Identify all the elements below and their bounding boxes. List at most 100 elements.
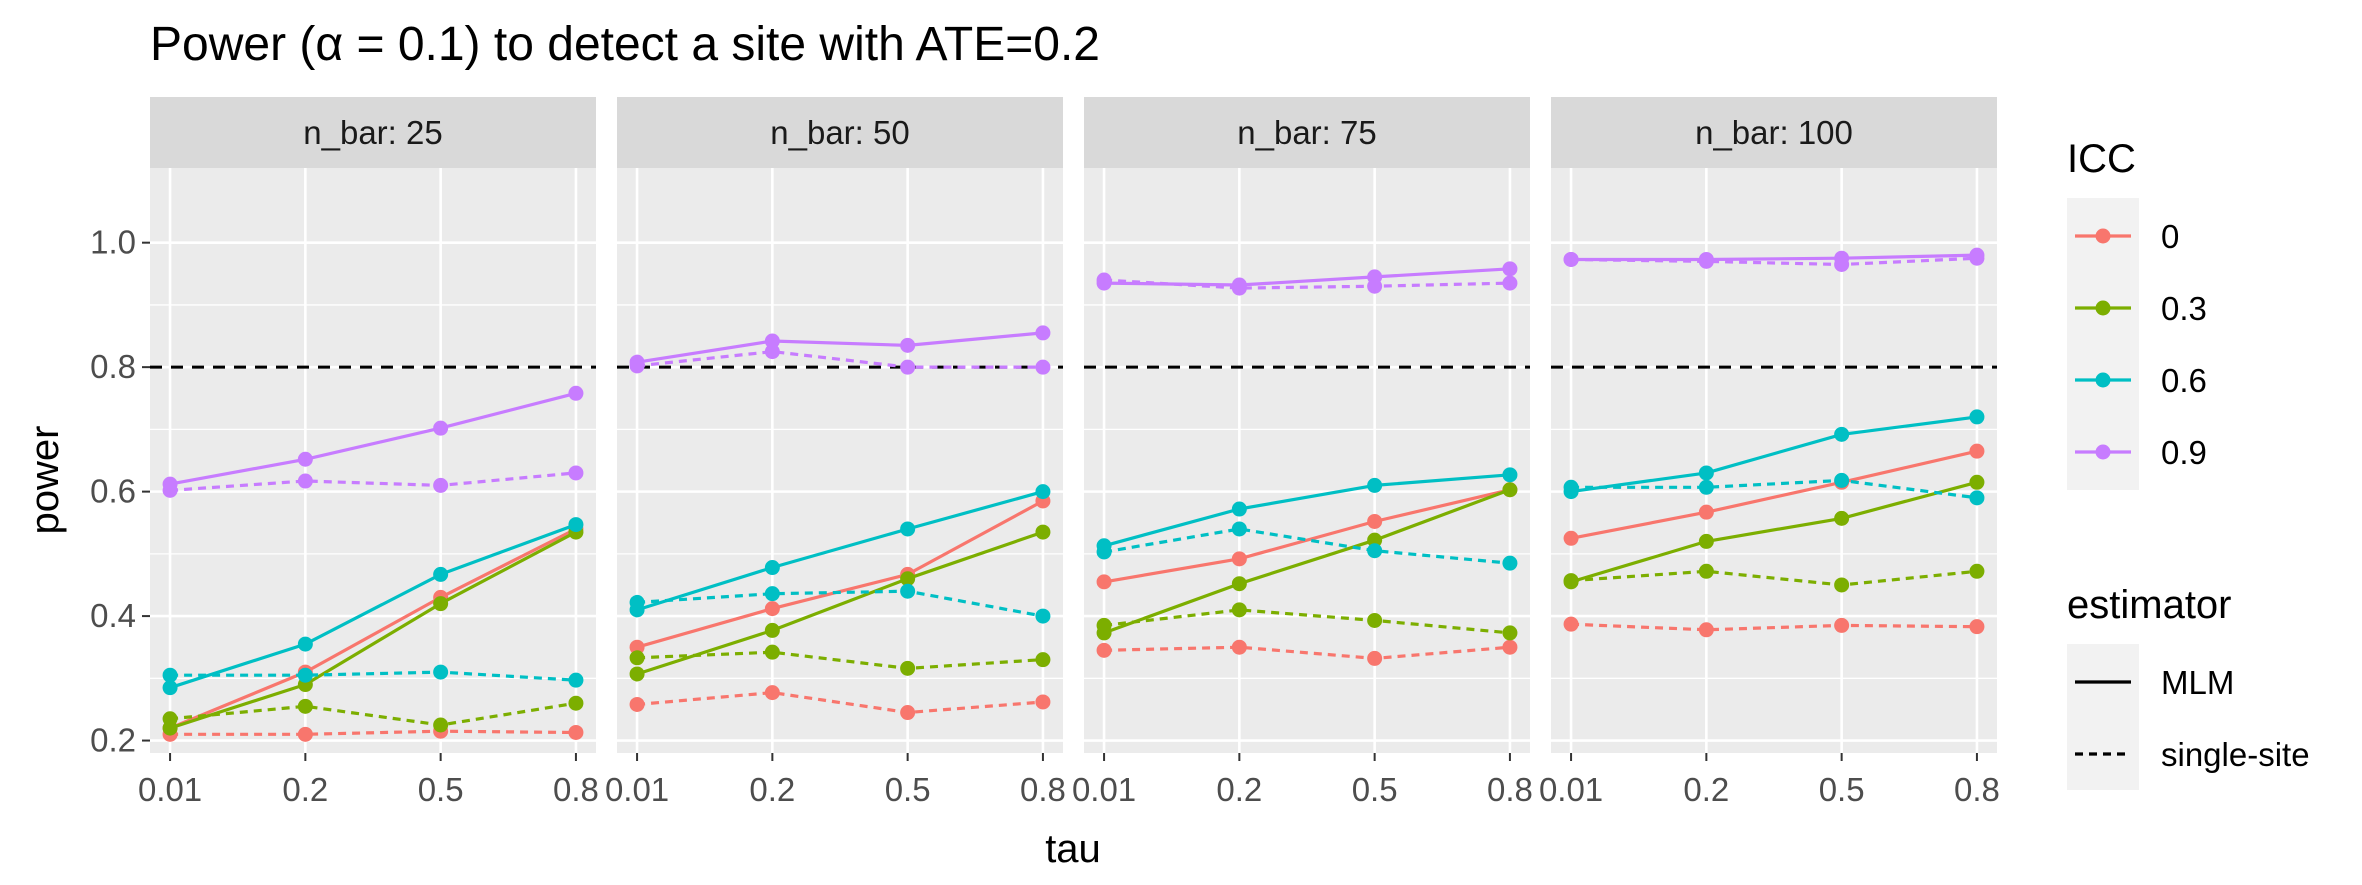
x-tick-label: 0.5 [885, 771, 931, 808]
chart-title: Power (α = 0.1) to detect a site with AT… [150, 18, 1100, 71]
data-point [764, 560, 780, 576]
facet-strip [1084, 97, 1530, 168]
data-point [629, 639, 645, 655]
series-line [1103, 488, 1511, 584]
series-line [1103, 608, 1511, 635]
data-point [1834, 472, 1850, 488]
legend-key-point [2095, 228, 2111, 244]
data-point [900, 583, 916, 599]
series-line [636, 350, 1043, 369]
data-point [1969, 443, 1985, 459]
data-point [1834, 426, 1850, 442]
data-point [764, 333, 780, 349]
series-line [1570, 480, 1978, 584]
legend-key-background [2067, 644, 2139, 790]
data-point [568, 672, 584, 688]
x-tick-label: 0.01 [605, 771, 669, 808]
x-tick-label: 0.2 [1216, 771, 1262, 808]
data-point [1969, 619, 1985, 635]
series-line [1104, 267, 1510, 287]
data-point [1698, 622, 1714, 638]
data-point [433, 566, 449, 582]
series-line [169, 701, 577, 727]
x-tick-label: 0.8 [1487, 771, 1533, 808]
facet-strip-label: n_bar: 50 [770, 114, 909, 151]
facet-strip [617, 97, 1063, 168]
facet-panel: n_bar: 250.01 0.2 0.5 0.80.20.40.60.81.0 [90, 97, 599, 808]
series-line [1570, 569, 1978, 587]
data-point [1231, 501, 1247, 517]
facet-panel: n_bar: 75 0.01 0.2 0.5 0.8 [1072, 97, 1533, 808]
data-point [629, 358, 645, 374]
series-line [169, 471, 577, 492]
data-point [900, 660, 916, 676]
data-point [764, 586, 780, 602]
series-line [1571, 253, 1977, 262]
data-point [900, 337, 916, 353]
data-point [1969, 409, 1985, 425]
x-tick-label: 0.8 [1020, 771, 1066, 808]
data-point [568, 465, 584, 481]
x-tick-label: 0.2 [749, 771, 795, 808]
data-point [568, 517, 584, 533]
data-point [764, 344, 780, 360]
y-tick-label: 0.2 [90, 722, 136, 759]
x-tick-label: 0.2 [282, 771, 328, 808]
data-point [297, 636, 313, 652]
data-point [1502, 275, 1518, 291]
data-point [433, 420, 449, 436]
data-point [1231, 280, 1247, 296]
x-tick-label: 0.01 [138, 771, 202, 808]
facet-panels: n_bar: 250.01 0.2 0.5 0.80.20.40.60.81.0n_b… [90, 97, 2000, 808]
data-point [1231, 602, 1247, 618]
data-point [297, 667, 313, 683]
data-point [629, 650, 645, 666]
data-point [1502, 261, 1518, 277]
legend-label: 0 [2161, 218, 2179, 255]
series-line [636, 331, 1044, 364]
data-point [162, 667, 178, 683]
legend-key-point [2095, 300, 2111, 316]
data-point [1698, 563, 1714, 579]
facet-strip-label: n_bar: 75 [1237, 114, 1376, 151]
series-line [1104, 645, 1511, 661]
panel-background [1084, 168, 1530, 753]
data-point [1502, 639, 1518, 655]
data-point [1969, 490, 1985, 506]
series-line [636, 589, 1044, 618]
data-point [1367, 278, 1383, 294]
data-point [1096, 574, 1112, 590]
legend-title-estimator: estimator [2067, 583, 2232, 627]
series-line [170, 670, 576, 682]
data-point [1563, 530, 1579, 546]
facet-strip [1551, 97, 1997, 168]
data-point [1834, 577, 1850, 593]
data-point [1969, 250, 1985, 266]
data-point [1035, 484, 1051, 500]
data-point [1834, 510, 1850, 526]
series-line [1103, 473, 1511, 548]
y-tick-label: 0.4 [90, 597, 136, 634]
series-line [1104, 278, 1510, 290]
facet-panel: n_bar: 50 0.01 0.2 0.5 0.8 [605, 97, 1066, 808]
x-tick-label: 0.5 [418, 771, 464, 808]
data-point [1231, 576, 1247, 592]
y-tick-label: 0.6 [90, 473, 136, 510]
panel-background [617, 168, 1063, 753]
x-tick-label: 0.01 [1072, 771, 1136, 808]
series-line [169, 523, 577, 690]
series-line [637, 650, 1044, 671]
y-tick-label: 1.0 [90, 224, 136, 261]
data-point [1231, 639, 1247, 655]
data-point [1698, 253, 1714, 269]
data-point [900, 571, 916, 587]
series-line [636, 530, 1044, 676]
data-point [629, 594, 645, 610]
data-point [1698, 533, 1714, 549]
data-point [1035, 524, 1051, 540]
legend-label: 0.6 [2161, 362, 2207, 399]
data-point [1035, 325, 1051, 341]
data-point [1969, 474, 1985, 490]
data-point [1502, 482, 1518, 498]
data-point [1563, 573, 1579, 589]
